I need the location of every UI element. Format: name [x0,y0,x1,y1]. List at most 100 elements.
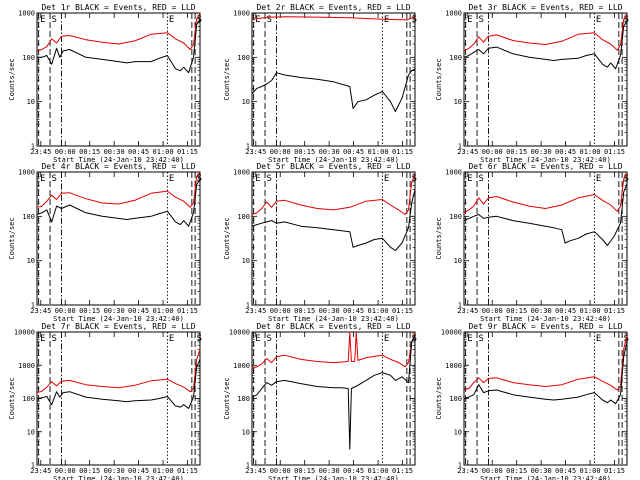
x-tick-label: 00:00 [270,467,291,475]
y-tick-label: 100 [449,395,462,403]
y-tick-label: 100 [22,54,35,62]
y-tick-label: 1000 [233,169,250,177]
x-tick-label: 00:15 [506,307,527,315]
series-line-lld [36,349,201,394]
x-tick-label: 00:00 [482,148,503,156]
y-tick-label: 1000 [18,362,35,370]
y-tick-label: 1 [31,462,35,470]
series-line-lld [251,16,416,21]
x-tick-label: 00:00 [270,307,291,315]
series-line-events [463,183,628,246]
event-marker-label: S [412,15,417,25]
series-line-lld [251,174,416,215]
y-tick-label: 10 [242,98,250,106]
chart-title: Det 4r BLACK = Events, RED = LLD [41,162,195,171]
x-tick-label: 01:15 [604,467,625,475]
event-marker-label: S [267,15,272,25]
event-marker-label: S [479,174,484,184]
x-tick-label: 23:45 [457,148,478,156]
y-tick-label: 10 [454,428,462,436]
y-tick-label: 1 [458,302,462,310]
x-tick-label: 00:15 [294,307,315,315]
x-tick-label: 00:45 [128,467,149,475]
y-tick-label: 100 [237,395,250,403]
event-marker-label: S [412,174,417,184]
x-tick-label: 00:15 [79,467,100,475]
y-axis-label: Counts/sec [8,58,16,100]
event-marker-label: E [40,334,45,344]
x-axis-label: Start Time (24-Jan-10 23:42:40) [268,475,399,480]
x-tick-label: 01:00 [580,467,601,475]
series-line-events [36,359,201,409]
y-tick-label: 1000 [18,169,35,177]
y-tick-label: 1000 [445,362,462,370]
event-marker-label: E [596,334,601,344]
x-tick-label: 00:30 [104,148,125,156]
y-tick-label: 10 [242,257,250,265]
x-axis-label: Start Time (24-Jan-10 23:42:40) [480,315,611,323]
x-tick-label: 01:00 [580,148,601,156]
chart-title: Det 2r BLACK = Events, RED = LLD [256,3,410,12]
event-marker-label: S [479,334,484,344]
chart-panel: Det 3r BLACK = Events, RED = LLD 1 10 100 10… [435,3,629,164]
plot-frame [36,171,201,306]
x-tick-label: 00:45 [128,148,149,156]
x-tick-label: 01:00 [580,307,601,315]
x-tick-label: 01:15 [392,307,413,315]
x-tick-label: 00:30 [319,467,340,475]
y-tick-label: 10 [27,428,35,436]
event-marker-label: E [596,174,601,184]
x-tick-label: 00:45 [343,467,364,475]
x-tick-label: 01:00 [153,467,174,475]
event-marker-label: E [467,15,472,25]
series-line-events [251,334,416,450]
chart-panel: Det 1r BLACK = Events, RED = LLD 1 10 100 10… [8,3,202,164]
x-tick-label: 01:15 [392,467,413,475]
x-tick-label: 00:45 [555,467,576,475]
chart-title: Det 9r BLACK = Events, RED = LLD [468,322,622,331]
x-tick-label: 01:15 [177,307,198,315]
chart-panel: Det 4r BLACK = Events, RED = LLD 1 10 100 10… [8,162,202,323]
x-axis-label: Start Time (24-Jan-10 23:42:40) [480,156,611,164]
y-tick-label: 100 [237,54,250,62]
x-tick-label: 00:00 [482,307,503,315]
y-tick-label: 1 [31,143,35,151]
series-line-lld [463,335,628,391]
x-tick-label: 00:30 [531,148,552,156]
event-marker-label: E [40,174,45,184]
x-tick-label: 01:00 [368,148,389,156]
event-marker-label: E [467,174,472,184]
y-tick-label: 1 [31,302,35,310]
series-line-events [251,189,416,251]
y-tick-label: 1 [246,462,250,470]
y-tick-label: 1 [246,302,250,310]
series-line-events [36,178,201,227]
chart-panel: Det 5r BLACK = Events, RED = LLD 1 10 100 10… [223,162,417,323]
chart-title: Det 5r BLACK = Events, RED = LLD [256,162,410,171]
y-tick-label: 10000 [14,329,35,337]
x-tick-label: 01:00 [153,148,174,156]
series-line-lld [36,13,201,52]
y-axis-label: Counts/sec [435,217,443,259]
x-tick-label: 00:15 [79,307,100,315]
chart-panel: Det 8r BLACK = Events, RED = LLD 1 10 100 10… [223,322,417,480]
event-marker-label: E [384,334,389,344]
x-tick-label: 23:45 [457,307,478,315]
chart-panel: Det 2r BLACK = Events, RED = LLD 1 10 100 10… [223,3,417,164]
event-marker-label: S [624,15,629,25]
x-tick-label: 01:00 [368,467,389,475]
x-axis-label: Start Time (24-Jan-10 23:42:40) [53,156,184,164]
plot-frame [36,12,201,147]
x-tick-label: 00:45 [343,148,364,156]
x-tick-label: 00:45 [128,307,149,315]
y-tick-label: 1 [246,143,250,151]
y-tick-label: 100 [449,213,462,221]
event-marker-label: S [624,174,629,184]
event-marker-label: S [52,334,57,344]
x-tick-label: 00:15 [79,148,100,156]
chart-title: Det 3r BLACK = Events, RED = LLD [468,3,622,12]
y-tick-label: 10 [27,98,35,106]
event-marker-label: E [596,15,601,25]
x-tick-label: 00:15 [506,148,527,156]
